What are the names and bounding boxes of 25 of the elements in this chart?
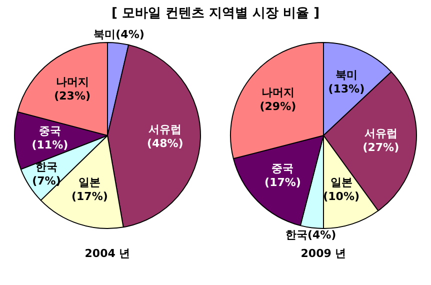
- data-label: (13%): [328, 82, 365, 96]
- data-label: (17%): [71, 190, 108, 204]
- data-label: (7%): [32, 174, 61, 188]
- slice-label: 중국: [272, 162, 294, 176]
- slice-label: 서유럽: [364, 126, 398, 140]
- slice-label: 서유럽: [148, 123, 182, 136]
- slice-label: 한국: [35, 160, 58, 174]
- data-label: (10%): [323, 190, 360, 204]
- slice-label: 일본: [330, 176, 352, 190]
- slice-label: 나머지: [56, 76, 89, 89]
- slice-label: 북미: [335, 68, 358, 82]
- data-label: (23%): [54, 90, 90, 103]
- chart-title: [ 모바일 컨텐츠 지역별 시장 비율 ]: [110, 5, 321, 22]
- slice-label: 나머지: [261, 86, 294, 100]
- slice-label: 중국: [38, 124, 61, 138]
- data-label: (27%): [362, 140, 400, 154]
- slice-label: 한국(4%): [285, 228, 336, 242]
- data-label: (29%): [260, 100, 296, 114]
- data-label: (17%): [264, 176, 301, 190]
- data-label: (48%): [146, 137, 184, 150]
- slice-label: 일본: [78, 176, 101, 190]
- text: 2004 년: [84, 246, 132, 261]
- data-label: (11%): [32, 138, 68, 152]
- text: 2009 년: [300, 246, 348, 261]
- slice-label: 북미(4%): [94, 28, 144, 42]
